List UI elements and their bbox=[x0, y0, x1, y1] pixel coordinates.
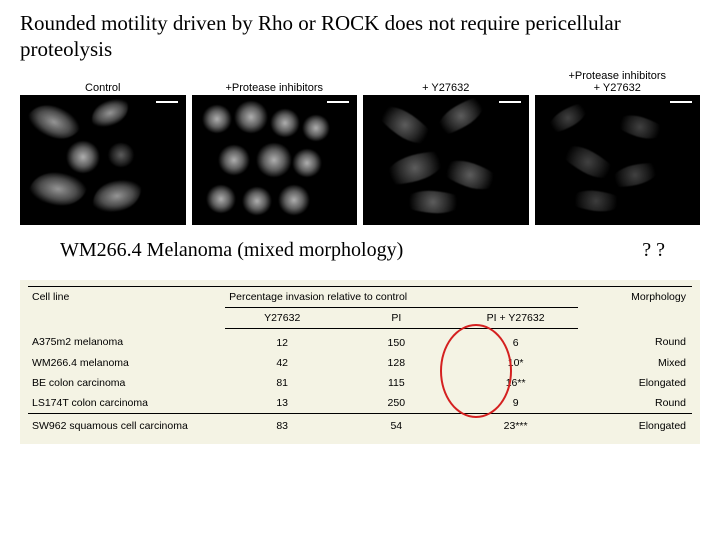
panel-control: Control bbox=[20, 69, 186, 225]
panel-label: +Protease inhibitors bbox=[225, 69, 323, 95]
micrograph-panel-row: Control +Protease inhibitors + Y bbox=[20, 69, 700, 225]
cell-line-caption: WM266.4 Melanoma (mixed morphology) bbox=[60, 239, 403, 262]
micrograph-image bbox=[20, 95, 186, 225]
micrograph-image bbox=[535, 95, 701, 225]
cell-piy: 23*** bbox=[453, 413, 578, 436]
panel-pi-y27632: +Protease inhibitors + Y27632 bbox=[535, 69, 701, 225]
cell-name: A375m2 melanoma bbox=[28, 328, 225, 353]
cell-piy: 6 bbox=[453, 328, 578, 353]
table-row: SW962 squamous cell carcinoma 83 54 23**… bbox=[28, 413, 692, 436]
scale-bar bbox=[670, 101, 692, 103]
cell-morph: Round bbox=[578, 328, 692, 353]
micrograph-image bbox=[363, 95, 529, 225]
cell-name: SW962 squamous cell carcinoma bbox=[28, 413, 225, 436]
cell-name: LS174T colon carcinoma bbox=[28, 393, 225, 414]
cell-y: 13 bbox=[225, 393, 339, 414]
cell-pi: 250 bbox=[339, 393, 453, 414]
scale-bar bbox=[327, 101, 349, 103]
caption-row: WM266.4 Melanoma (mixed morphology) ? ? bbox=[20, 239, 700, 262]
cell-piy: 10* bbox=[453, 353, 578, 373]
panel-label: +Protease inhibitors + Y27632 bbox=[568, 69, 666, 95]
cell-pi: 115 bbox=[339, 373, 453, 393]
scale-bar bbox=[156, 101, 178, 103]
figure-title: Rounded motility driven by Rho or ROCK d… bbox=[20, 10, 700, 63]
panel-y27632: + Y27632 bbox=[363, 69, 529, 225]
scale-bar bbox=[499, 101, 521, 103]
subcol-y27632: Y27632 bbox=[225, 307, 339, 328]
cell-pi: 128 bbox=[339, 353, 453, 373]
cell-name: BE colon carcinoma bbox=[28, 373, 225, 393]
col-cell-line: Cell line bbox=[28, 286, 225, 328]
col-morphology: Morphology bbox=[578, 286, 692, 328]
panel-pi: +Protease inhibitors bbox=[192, 69, 358, 225]
subcol-pi: PI bbox=[339, 307, 453, 328]
table-row: WM266.4 melanoma 42 128 10* Mixed bbox=[28, 353, 692, 373]
invasion-table: Cell line Percentage invasion relative t… bbox=[28, 286, 692, 436]
invasion-table-zone: Cell line Percentage invasion relative t… bbox=[20, 280, 700, 444]
cell-y: 83 bbox=[225, 413, 339, 436]
cell-y: 42 bbox=[225, 353, 339, 373]
cell-y: 12 bbox=[225, 328, 339, 353]
table-row: BE colon carcinoma 81 115 16** Elongated bbox=[28, 373, 692, 393]
cell-morph: Elongated bbox=[578, 373, 692, 393]
micrograph-image bbox=[192, 95, 358, 225]
cell-morph: Elongated bbox=[578, 413, 692, 436]
cell-morph: Mixed bbox=[578, 353, 692, 373]
cell-piy: 9 bbox=[453, 393, 578, 414]
subcol-piy: PI + Y27632 bbox=[453, 307, 578, 328]
table-row: LS174T colon carcinoma 13 250 9 Round bbox=[28, 393, 692, 414]
cell-pi: 150 bbox=[339, 328, 453, 353]
cell-name: WM266.4 melanoma bbox=[28, 353, 225, 373]
cell-piy: 16** bbox=[453, 373, 578, 393]
panel-label: + Y27632 bbox=[422, 69, 469, 95]
cell-pi: 54 bbox=[339, 413, 453, 436]
cell-morph: Round bbox=[578, 393, 692, 414]
col-group-invasion: Percentage invasion relative to control bbox=[225, 286, 578, 307]
question-marks: ? ? bbox=[642, 239, 665, 262]
cell-y: 81 bbox=[225, 373, 339, 393]
table-row: A375m2 melanoma 12 150 6 Round bbox=[28, 328, 692, 353]
panel-label: Control bbox=[85, 69, 120, 95]
